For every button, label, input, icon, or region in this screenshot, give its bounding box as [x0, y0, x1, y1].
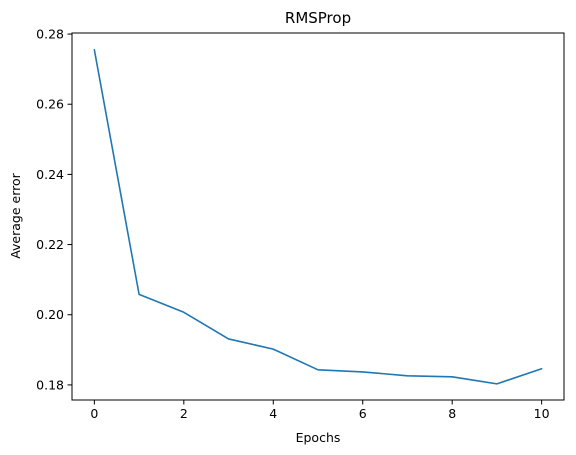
series-layer [93, 49, 543, 385]
y-axis-label: Average error [8, 172, 23, 258]
x-tick-label: 2 [180, 406, 188, 421]
x-tick-label: 4 [269, 406, 277, 421]
y-tick-label: 0.18 [36, 377, 64, 392]
x-axis-label: Epochs [296, 430, 341, 445]
y-axis-ticks: 0.18 0.20 0.22 0.24 0.26 0.28 [36, 27, 72, 392]
y-tick-label: 0.28 [36, 27, 64, 42]
y-tick-label: 0.22 [36, 237, 64, 252]
x-tick-label: 8 [448, 406, 456, 421]
y-tick-label: 0.26 [36, 97, 64, 112]
x-tick-label: 6 [359, 406, 367, 421]
series-line [93, 49, 543, 385]
y-tick-label: 0.20 [36, 307, 64, 322]
plot-area [71, 32, 565, 401]
chart-title: RMSProp [285, 9, 351, 27]
x-axis-ticks: 0 2 4 6 8 10 [90, 400, 550, 421]
x-tick-label: 0 [90, 406, 98, 421]
y-tick-label: 0.24 [36, 167, 64, 182]
x-tick-label: 10 [534, 406, 550, 421]
